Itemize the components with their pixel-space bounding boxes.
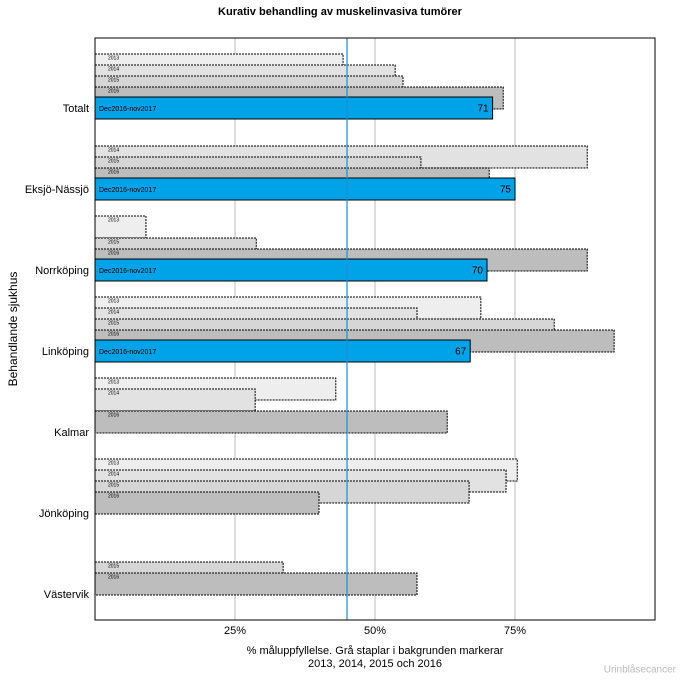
y-tick-label: Linköping	[42, 346, 89, 358]
year-label: 2013	[108, 217, 119, 223]
value-label: 71	[477, 104, 489, 115]
bar-period-label: Dec2016-nov2017	[99, 187, 156, 194]
x-tick-label: 25%	[224, 625, 246, 637]
year-label: 2014	[108, 390, 119, 396]
background-bar	[94, 491, 320, 515]
year-label: 2016	[108, 412, 119, 418]
plot-frame	[94, 37, 656, 621]
year-label: 2014	[108, 147, 119, 153]
year-label: 2015	[108, 239, 119, 245]
y-tick-label: Västervik	[44, 589, 90, 601]
year-label: 2013	[108, 55, 119, 61]
year-label: 2016	[108, 331, 119, 337]
year-label: 2015	[108, 320, 119, 326]
year-label: 2014	[108, 471, 119, 477]
year-label: 2015	[108, 77, 119, 83]
value-label: 70	[472, 266, 484, 277]
watermark: Urinblåsecancer	[604, 664, 677, 676]
year-label: 2015	[108, 158, 119, 164]
chart-title: Kurativ behandling av muskelinvasiva tum…	[218, 6, 463, 18]
bar	[94, 177, 516, 201]
value-label: 67	[455, 347, 467, 358]
background-bar	[94, 410, 448, 434]
year-label: 2013	[108, 298, 119, 304]
year-label: 2013	[108, 379, 119, 385]
background-bar	[94, 572, 418, 596]
year-label: 2016	[108, 250, 119, 256]
y-tick-label: Norrköping	[35, 265, 89, 277]
x-axis-label: % måluppfyllelse. Grå staplar i bakgrund…	[247, 645, 504, 657]
year-label: 2015	[108, 482, 119, 488]
background-bar	[94, 215, 147, 239]
y-tick-label: Totalt	[63, 103, 89, 115]
year-label: 2016	[108, 169, 119, 175]
value-label: 75	[500, 185, 512, 196]
y-axis-label: Behandlande sjukhus	[6, 272, 20, 387]
year-label: 2016	[108, 493, 119, 499]
x-tick-label: 50%	[364, 625, 386, 637]
x-axis-label: 2013, 2014, 2015 och 2016	[308, 658, 442, 670]
year-label: 2013	[108, 460, 119, 466]
bar-period-label: Dec2016-nov2017	[99, 349, 156, 356]
year-label: 2016	[108, 574, 119, 580]
y-tick-label: Jönköping	[39, 508, 89, 520]
y-tick-label: Kalmar	[54, 427, 89, 439]
year-label: 2014	[108, 66, 119, 72]
bar-period-label: Dec2016-nov2017	[99, 106, 156, 113]
year-label: 2015	[108, 563, 119, 569]
year-label: 2014	[108, 309, 119, 315]
bar-period-label: Dec2016-nov2017	[99, 268, 156, 275]
y-tick-label: Eksjö-Nässjö	[25, 184, 89, 196]
x-tick-label: 75%	[504, 625, 526, 637]
year-label: 2016	[108, 88, 119, 94]
